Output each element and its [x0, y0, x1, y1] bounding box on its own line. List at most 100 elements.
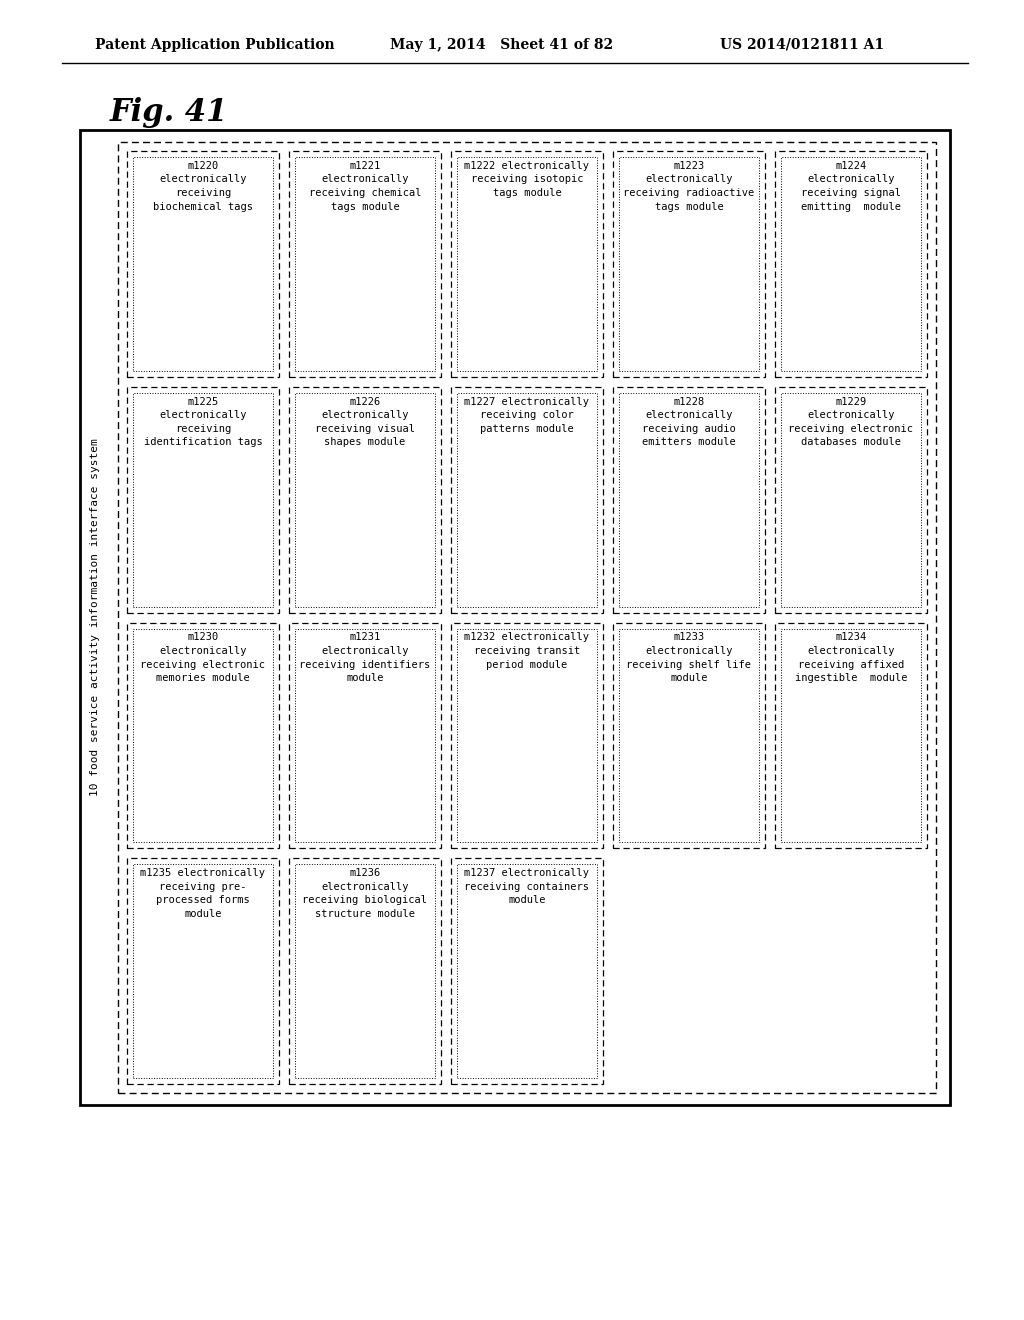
Text: m1231: m1231	[349, 632, 381, 643]
Text: shapes module: shapes module	[325, 437, 406, 447]
Text: m1236: m1236	[349, 869, 381, 878]
Bar	[613, 623, 765, 849]
Text: electronically: electronically	[160, 411, 247, 420]
Text: tags module: tags module	[331, 202, 399, 211]
Bar	[618, 393, 759, 606]
Text: 10 food service activity information interface system: 10 food service activity information int…	[90, 438, 100, 796]
Bar	[295, 628, 435, 842]
Bar	[451, 150, 603, 376]
Bar	[80, 129, 950, 1105]
Text: receiving electronic: receiving electronic	[788, 424, 913, 434]
Text: module: module	[671, 673, 708, 682]
Text: biochemical tags: biochemical tags	[153, 202, 253, 211]
Text: electronically: electronically	[807, 411, 895, 420]
Text: receiving chemical: receiving chemical	[309, 187, 421, 198]
Text: memories module: memories module	[156, 673, 250, 682]
Bar	[613, 150, 765, 376]
Text: module: module	[508, 895, 546, 906]
Bar	[289, 858, 441, 1084]
Bar	[775, 387, 927, 612]
Bar	[451, 858, 603, 1084]
Text: m1226: m1226	[349, 397, 381, 407]
Text: m1221: m1221	[349, 161, 381, 172]
Text: m1233: m1233	[674, 632, 705, 643]
Text: m1223: m1223	[674, 161, 705, 172]
Text: electronically: electronically	[322, 645, 409, 656]
Text: receiving identifiers: receiving identifiers	[299, 660, 431, 669]
Text: m1237 electronically: m1237 electronically	[465, 869, 590, 878]
Text: receiving pre-: receiving pre-	[160, 882, 247, 892]
Text: receiving: receiving	[175, 187, 231, 198]
Text: receiving: receiving	[175, 424, 231, 434]
Text: receiving transit: receiving transit	[474, 645, 581, 656]
Text: tags module: tags module	[493, 187, 561, 198]
Bar	[127, 150, 279, 376]
Bar	[457, 865, 597, 1078]
Bar	[118, 143, 936, 1093]
Text: receiving visual: receiving visual	[315, 424, 415, 434]
Text: receiving signal: receiving signal	[801, 187, 901, 198]
Text: May 1, 2014   Sheet 41 of 82: May 1, 2014 Sheet 41 of 82	[390, 38, 613, 51]
Text: m1228: m1228	[674, 397, 705, 407]
Text: processed forms: processed forms	[156, 895, 250, 906]
Text: ingestible  module: ingestible module	[795, 673, 907, 682]
Text: receiving audio: receiving audio	[642, 424, 736, 434]
Text: receiving color: receiving color	[480, 411, 573, 420]
Text: receiving biological: receiving biological	[302, 895, 427, 906]
Bar	[457, 157, 597, 371]
Text: patterns module: patterns module	[480, 424, 573, 434]
Text: electronically: electronically	[807, 174, 895, 185]
Bar	[613, 387, 765, 612]
Text: electronically: electronically	[645, 411, 733, 420]
Text: module: module	[184, 908, 222, 919]
Bar	[289, 623, 441, 849]
Bar	[133, 157, 273, 371]
Bar	[451, 387, 603, 612]
Text: m1220: m1220	[187, 161, 219, 172]
Text: Fig. 41: Fig. 41	[110, 96, 228, 128]
Bar	[775, 150, 927, 376]
Bar	[127, 623, 279, 849]
Text: electronically: electronically	[645, 645, 733, 656]
Bar	[295, 865, 435, 1078]
Bar	[295, 393, 435, 606]
Bar	[133, 865, 273, 1078]
Text: electronically: electronically	[322, 882, 409, 892]
Text: m1224: m1224	[836, 161, 866, 172]
Text: receiving isotopic: receiving isotopic	[471, 174, 584, 185]
Text: receiving electronic: receiving electronic	[140, 660, 265, 669]
Bar	[133, 628, 273, 842]
Bar	[127, 387, 279, 612]
Text: identification tags: identification tags	[143, 437, 262, 447]
Text: m1234: m1234	[836, 632, 866, 643]
Text: electronically: electronically	[160, 645, 247, 656]
Bar	[133, 393, 273, 606]
Bar	[295, 157, 435, 371]
Bar	[781, 393, 921, 606]
Bar	[127, 858, 279, 1084]
Text: m1230: m1230	[187, 632, 219, 643]
Text: period module: period module	[486, 660, 567, 669]
Text: m1222 electronically: m1222 electronically	[465, 161, 590, 172]
Text: m1227 electronically: m1227 electronically	[465, 397, 590, 407]
Text: receiving shelf life: receiving shelf life	[627, 660, 752, 669]
Text: receiving containers: receiving containers	[465, 882, 590, 892]
Text: m1229: m1229	[836, 397, 866, 407]
Text: electronically: electronically	[322, 411, 409, 420]
Bar	[289, 150, 441, 376]
Text: Patent Application Publication: Patent Application Publication	[95, 38, 335, 51]
Text: emitters module: emitters module	[642, 437, 736, 447]
Text: US 2014/0121811 A1: US 2014/0121811 A1	[720, 38, 884, 51]
Text: module: module	[346, 673, 384, 682]
Bar	[775, 623, 927, 849]
Bar	[618, 628, 759, 842]
Text: electronically: electronically	[322, 174, 409, 185]
Text: emitting  module: emitting module	[801, 202, 901, 211]
Bar	[618, 157, 759, 371]
Text: electronically: electronically	[807, 645, 895, 656]
Bar	[289, 387, 441, 612]
Text: m1225: m1225	[187, 397, 219, 407]
Bar	[457, 393, 597, 606]
Text: electronically: electronically	[160, 174, 247, 185]
Bar	[781, 157, 921, 371]
